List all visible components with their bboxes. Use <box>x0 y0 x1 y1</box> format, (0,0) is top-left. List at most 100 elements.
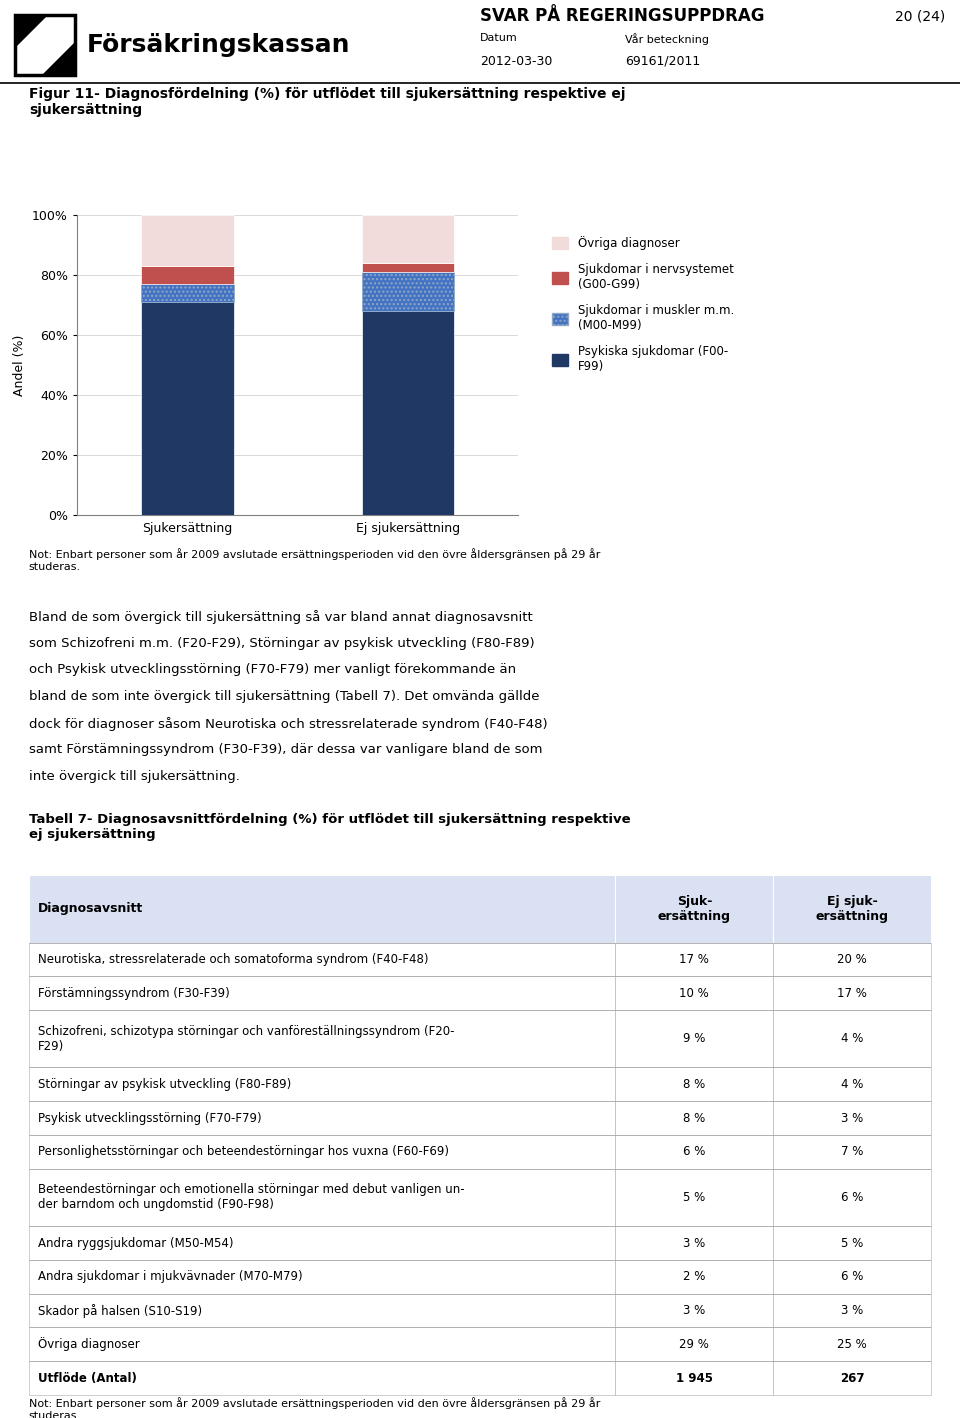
Bar <box>29 1010 615 1068</box>
Text: 8 %: 8 % <box>684 1078 706 1090</box>
Text: och Psykisk utvecklingsstörning (F70-F79) mer vanligt förekommande än: och Psykisk utvecklingsstörning (F70-F79… <box>29 664 516 676</box>
Bar <box>29 875 615 943</box>
Text: Andra ryggsjukdomar (M50-M54): Andra ryggsjukdomar (M50-M54) <box>37 1236 233 1249</box>
Bar <box>773 1327 931 1361</box>
Text: dock för diagnoser såsom Neurotiska och stressrelaterade syndrom (F40-F48): dock för diagnoser såsom Neurotiska och … <box>29 716 547 730</box>
Bar <box>29 1168 615 1227</box>
Bar <box>773 1102 931 1134</box>
Bar <box>29 1327 615 1361</box>
Text: Andra sjukdomar i mjukvävnader (M70-M79): Andra sjukdomar i mjukvävnader (M70-M79) <box>37 1271 302 1283</box>
Bar <box>773 875 931 943</box>
Bar <box>141 216 233 267</box>
Bar <box>29 1361 615 1395</box>
Bar <box>773 1168 931 1227</box>
Text: 267: 267 <box>840 1371 865 1384</box>
Bar <box>615 1327 774 1361</box>
Text: 17 %: 17 % <box>837 987 867 1000</box>
Text: 6 %: 6 % <box>841 1271 863 1283</box>
Text: Psykisk utvecklingsstörning (F70-F79): Psykisk utvecklingsstörning (F70-F79) <box>37 1112 261 1124</box>
Text: Utflöde (Antal): Utflöde (Antal) <box>37 1371 136 1384</box>
Text: 8 %: 8 % <box>684 1112 706 1124</box>
Bar <box>615 875 774 943</box>
Bar <box>141 284 233 302</box>
Bar <box>773 977 931 1010</box>
Text: samt Förstämningssyndrom (F30-F39), där dessa var vanligare bland de som: samt Förstämningssyndrom (F30-F39), där … <box>29 743 542 756</box>
Bar <box>773 1068 931 1102</box>
Polygon shape <box>15 16 28 28</box>
Bar <box>615 1361 774 1395</box>
Text: 4 %: 4 % <box>841 1032 863 1045</box>
Bar <box>773 1293 931 1327</box>
Legend: Övriga diagnoser, Sjukdomar i nervsystemet
(G00-G99), Sjukdomar i muskler m.m.
(: Övriga diagnoser, Sjukdomar i nervsystem… <box>552 235 733 373</box>
Bar <box>29 1261 615 1293</box>
Text: Sjuk-
ersättning: Sjuk- ersättning <box>658 895 731 923</box>
Text: Bland de som övergick till sjukersättning så var bland annat diagnosavsnitt: Bland de som övergick till sjukersättnin… <box>29 610 533 624</box>
Text: Neurotiska, stressrelaterade och somatoforma syndrom (F40-F48): Neurotiska, stressrelaterade och somatof… <box>37 953 428 966</box>
Text: 4 %: 4 % <box>841 1078 863 1090</box>
Text: Figur 11- Diagnosfördelning (%) för utflödet till sjukersättning respektive ej
s: Figur 11- Diagnosfördelning (%) för utfl… <box>29 86 625 118</box>
Bar <box>773 1261 931 1293</box>
Text: Tabell 7- Diagnosavsnittfördelning (%) för utflödet till sjukersättning respekti: Tabell 7- Diagnosavsnittfördelning (%) f… <box>29 814 631 841</box>
Bar <box>141 267 233 284</box>
Bar <box>29 1102 615 1134</box>
Text: Förstämningssyndrom (F30-F39): Förstämningssyndrom (F30-F39) <box>37 987 229 1000</box>
Text: Vår beteckning: Vår beteckning <box>625 33 709 45</box>
Text: 9 %: 9 % <box>684 1032 706 1045</box>
Bar <box>615 1102 774 1134</box>
Text: 3 %: 3 % <box>841 1305 863 1317</box>
Polygon shape <box>45 45 75 75</box>
Text: Schizofreni, schizotypa störningar och vanföreställningssyndrom (F20-
F29): Schizofreni, schizotypa störningar och v… <box>37 1025 454 1052</box>
Text: Ej sjuk-
ersättning: Ej sjuk- ersättning <box>816 895 889 923</box>
Text: 10 %: 10 % <box>680 987 709 1000</box>
Bar <box>615 1068 774 1102</box>
Bar <box>362 272 454 311</box>
Bar <box>615 977 774 1010</box>
Text: Personlighetsstörningar och beteendestörningar hos vuxna (F60-F69): Personlighetsstörningar och beteendestör… <box>37 1146 449 1159</box>
Text: 3 %: 3 % <box>841 1112 863 1124</box>
Text: 2012-03-30: 2012-03-30 <box>480 55 552 68</box>
Bar <box>362 216 454 262</box>
Bar <box>615 1293 774 1327</box>
Text: 20 (24): 20 (24) <box>895 10 945 24</box>
Text: 1 945: 1 945 <box>676 1371 713 1384</box>
Bar <box>15 16 75 75</box>
Text: 17 %: 17 % <box>680 953 709 966</box>
Text: bland de som inte övergick till sjukersättning (Tabell 7). Det omvända gällde: bland de som inte övergick till sjukersä… <box>29 691 540 703</box>
Text: Övriga diagnoser: Övriga diagnoser <box>37 1337 139 1351</box>
Bar <box>29 1293 615 1327</box>
Text: 5 %: 5 % <box>841 1236 863 1249</box>
Bar <box>362 262 454 272</box>
Bar <box>615 1134 774 1168</box>
Bar <box>773 1134 931 1168</box>
Text: 6 %: 6 % <box>841 1191 863 1204</box>
Text: Diagnosavsnitt: Diagnosavsnitt <box>37 902 143 915</box>
Bar <box>615 943 774 977</box>
Text: Störningar av psykisk utveckling (F80-F89): Störningar av psykisk utveckling (F80-F8… <box>37 1078 291 1090</box>
Bar <box>615 1168 774 1227</box>
Bar <box>141 302 233 515</box>
Bar <box>28 28 61 62</box>
Polygon shape <box>15 16 48 48</box>
Text: 25 %: 25 % <box>837 1337 867 1351</box>
Bar <box>362 311 454 515</box>
Text: inte övergick till sjukersättning.: inte övergick till sjukersättning. <box>29 770 240 783</box>
Text: som Schizofreni m.m. (F20-F29), Störningar av psykisk utveckling (F80-F89): som Schizofreni m.m. (F20-F29), Störning… <box>29 637 535 649</box>
Text: Beteendestörningar och emotionella störningar med debut vanligen un-
der barndom: Beteendestörningar och emotionella störn… <box>37 1184 465 1211</box>
Bar <box>29 1227 615 1261</box>
Y-axis label: Andel (%): Andel (%) <box>13 335 26 396</box>
Bar <box>29 1068 615 1102</box>
Bar <box>773 1010 931 1068</box>
Text: 20 %: 20 % <box>837 953 867 966</box>
Polygon shape <box>15 16 45 45</box>
Bar <box>29 943 615 977</box>
Bar <box>29 977 615 1010</box>
Bar <box>29 1134 615 1168</box>
Text: Datum: Datum <box>480 33 517 43</box>
Text: 3 %: 3 % <box>684 1305 706 1317</box>
Bar <box>773 1227 931 1261</box>
Text: 5 %: 5 % <box>684 1191 706 1204</box>
Text: Försäkringskassan: Försäkringskassan <box>87 33 350 57</box>
Bar <box>773 1361 931 1395</box>
Text: 6 %: 6 % <box>684 1146 706 1159</box>
Text: 69161/2011: 69161/2011 <box>625 55 700 68</box>
